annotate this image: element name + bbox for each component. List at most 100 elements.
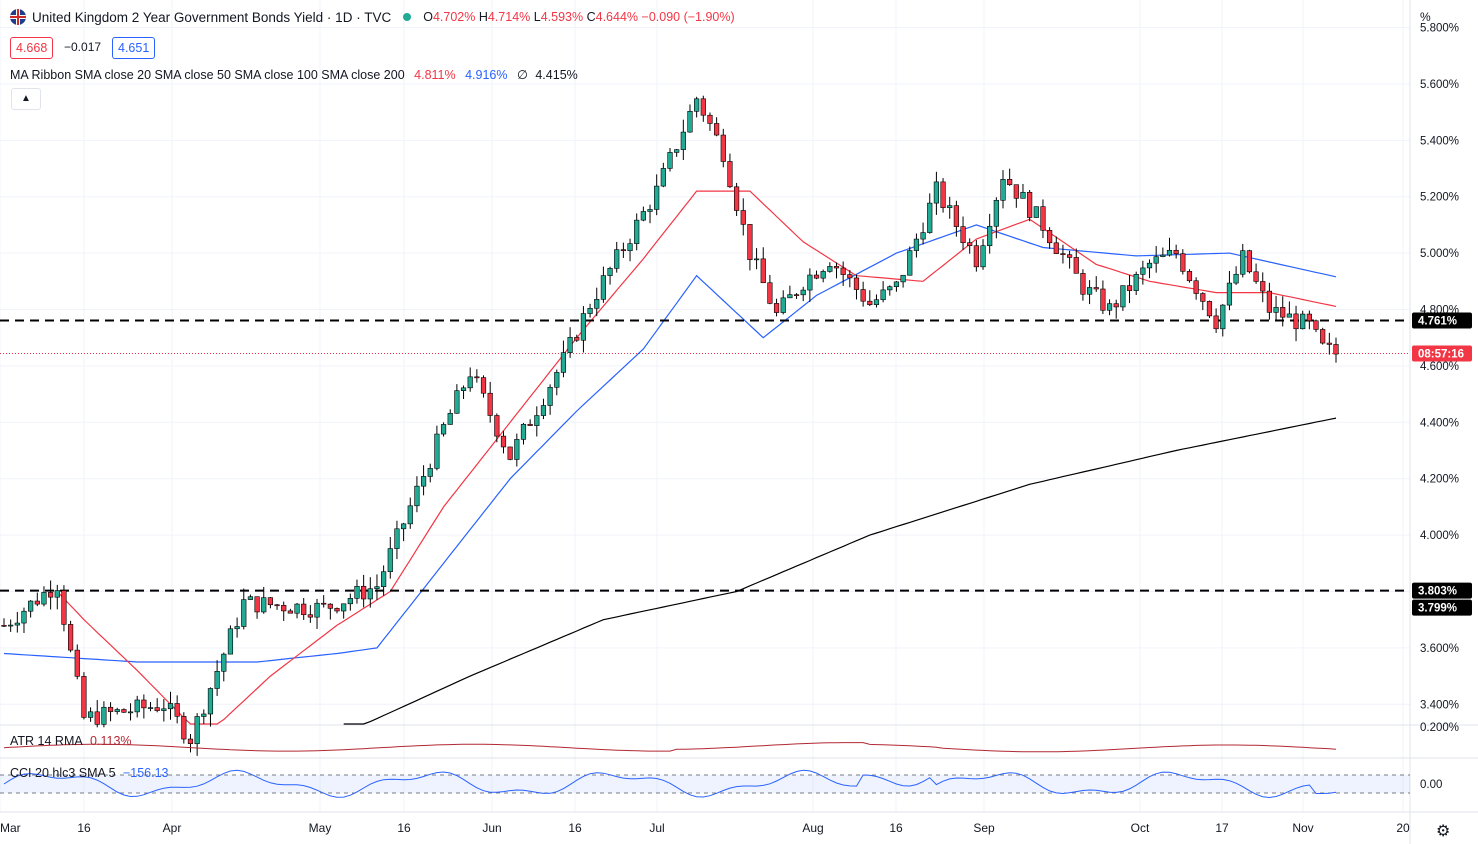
candle-body <box>607 268 613 276</box>
time-tick-label: Oct <box>1131 821 1150 835</box>
candle-body <box>181 715 187 740</box>
candle <box>21 607 27 633</box>
symbol-title[interactable]: United Kingdom 2 Year Government Bonds Y… <box>32 9 392 25</box>
candle-body <box>1140 267 1146 275</box>
candle-body <box>394 528 400 549</box>
candle <box>940 178 946 213</box>
candle <box>147 702 154 712</box>
candle <box>94 700 100 728</box>
candle <box>1280 296 1286 327</box>
candle-body <box>893 281 900 287</box>
candle <box>753 248 760 270</box>
candle-body <box>594 299 600 309</box>
candle <box>281 601 287 621</box>
candle-body <box>107 706 114 712</box>
candle <box>1067 250 1073 269</box>
candle-body <box>700 98 706 116</box>
candle-body <box>1273 307 1279 313</box>
candle-body <box>947 205 953 209</box>
candle <box>1120 285 1126 311</box>
candle-body <box>587 307 593 314</box>
candle-body <box>54 590 60 598</box>
candle <box>887 285 893 296</box>
candle-body <box>1220 304 1226 330</box>
candle-body <box>247 596 254 600</box>
candle <box>547 384 553 415</box>
ma-ribbon-legend[interactable]: MA Ribbon SMA close 20 SMA close 50 SMA … <box>10 68 578 82</box>
candle <box>1246 249 1253 274</box>
candle <box>540 398 547 420</box>
candle <box>327 603 333 620</box>
sma50-value: 4.916% <box>465 68 508 82</box>
candle-body <box>847 274 853 279</box>
candle-body <box>733 186 740 211</box>
candle-body <box>674 149 680 153</box>
collapse-legend-button[interactable]: ▲ <box>11 88 41 110</box>
time-tick-label: Jul <box>649 821 664 835</box>
candle <box>667 148 673 172</box>
candle <box>507 446 513 461</box>
candle-body <box>634 219 640 244</box>
level-label-high-bg <box>1412 312 1472 329</box>
candle-body <box>1166 249 1173 256</box>
candle-body <box>1160 254 1166 257</box>
time-axis: Mar 16 Apr May 16 Jun 16 Jul Aug 16 Sep Oct 17 Nov 20 <box>0 821 1410 835</box>
level-label-low-a-text: 3.803% <box>1418 586 1457 598</box>
candle <box>1186 269 1193 283</box>
candle <box>760 247 766 284</box>
cci-legend[interactable]: CCI 20 hlc3 SMA 5 −156.13 <box>10 766 169 780</box>
candle <box>1100 280 1106 315</box>
candle-body <box>381 571 387 587</box>
candle <box>1027 189 1033 222</box>
candle-body <box>301 603 307 616</box>
atr-legend[interactable]: ATR 14 RMA 0.113% <box>10 734 132 748</box>
candle-body <box>773 303 780 313</box>
percent-scale-icon[interactable]: % <box>1420 10 1431 24</box>
candle-body <box>61 590 67 625</box>
candle-body <box>753 258 760 261</box>
candle-body <box>740 210 746 225</box>
candle-body <box>127 711 134 714</box>
candles <box>1 95 1339 756</box>
candle-body <box>361 585 367 600</box>
candle <box>1220 304 1226 337</box>
candle-body <box>1186 271 1193 282</box>
bid-price[interactable]: 4.668 <box>10 37 54 59</box>
candle <box>174 695 180 724</box>
candle-body <box>287 610 293 614</box>
candle <box>207 687 214 727</box>
candle-body <box>953 205 959 227</box>
candle-body <box>940 181 946 209</box>
candle-body <box>927 202 933 233</box>
candle <box>341 603 347 619</box>
candle-body <box>281 605 287 612</box>
candle <box>234 617 240 638</box>
candle-body <box>1047 230 1053 244</box>
settings-gear-icon[interactable]: ⚙ <box>1436 823 1451 840</box>
candle-body <box>1326 342 1332 345</box>
candle-body <box>714 123 720 136</box>
level-label-high-text: 4.761% <box>1418 316 1457 328</box>
candle-body <box>427 468 433 477</box>
candle-body <box>1000 179 1006 201</box>
sma100-value: ∅ <box>516 68 528 82</box>
candle-body <box>1313 320 1319 330</box>
candle <box>780 290 786 315</box>
candle-body <box>707 114 713 124</box>
candle <box>660 162 666 188</box>
ask-price[interactable]: 4.651 <box>112 37 156 59</box>
candle-body <box>347 598 353 605</box>
candle <box>261 586 267 614</box>
candle <box>241 588 247 630</box>
candle-body <box>820 271 826 279</box>
level-label-low-a: 3.803% <box>1412 582 1472 599</box>
candle-body <box>980 245 986 268</box>
candle <box>993 197 999 239</box>
candle-body <box>161 708 167 711</box>
candle-body <box>494 415 500 437</box>
candle <box>1053 236 1059 255</box>
candle-body <box>600 275 606 300</box>
candle <box>14 611 20 633</box>
candle-body <box>1173 249 1179 255</box>
